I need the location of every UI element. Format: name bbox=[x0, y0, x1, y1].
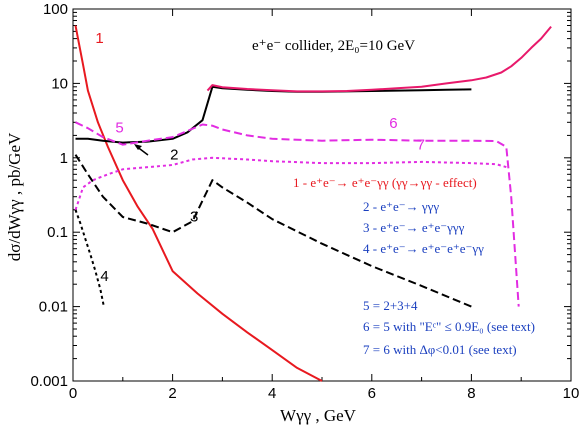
curve-label-7: 7 bbox=[417, 136, 425, 153]
y-tick-label: 10 bbox=[51, 75, 68, 92]
pointer-arrowhead bbox=[134, 144, 142, 150]
axis-ticks: 0 2 4 6 8 10 0.001 0.01 0.1 1 10 100 bbox=[30, 1, 579, 402]
series-5-line bbox=[206, 25, 552, 93]
chart-title: e⁺e⁻ collider, 2E₀=10 GeV bbox=[252, 38, 415, 54]
annotation-5: 5 = 2+3+4 bbox=[363, 298, 418, 313]
x-tick-label: 8 bbox=[467, 385, 475, 402]
x-tick-label: 2 bbox=[168, 385, 176, 402]
series-1-line bbox=[74, 25, 323, 382]
series-6-line bbox=[75, 121, 520, 307]
y-axis-label: dσ/dWγγ , pb/GeV bbox=[5, 132, 24, 261]
series-3-line bbox=[74, 154, 472, 308]
annotation-1: 1 - e⁺e⁻→ e⁺e⁻γγ (γγ→γγ - effect) bbox=[293, 175, 477, 190]
series-4-line bbox=[74, 209, 105, 307]
x-tick-label: 10 bbox=[563, 385, 580, 402]
annotation-3: 3 - e⁺e⁻→ e⁺e⁻γγγ bbox=[363, 220, 465, 235]
y-tick-label: 100 bbox=[43, 1, 68, 18]
curve-label-5: 5 bbox=[115, 119, 123, 136]
annotation-4: 4 - e⁺e⁻→ e⁺e⁻e⁺e⁻γγ bbox=[363, 241, 484, 256]
annotation-2: 2 - e⁺e⁻→ γγγ bbox=[363, 199, 439, 214]
x-tick-label: 0 bbox=[69, 385, 77, 402]
x-tick-label: 6 bbox=[368, 385, 376, 402]
curve-label-6: 6 bbox=[389, 115, 397, 132]
curve-label-1: 1 bbox=[95, 30, 103, 47]
curve-labels: 1 5 2 6 7 3 4 bbox=[95, 30, 425, 285]
annotation-6: 6 = 5 with "Eᶜ" ≤ 0.9E₀ (see text) bbox=[363, 319, 535, 334]
y-tick-label: 0.01 bbox=[39, 299, 68, 316]
annotation-7: 7 = 6 with Δφ<0.01 (see text) bbox=[363, 342, 517, 357]
series-2-line bbox=[75, 85, 472, 144]
x-axis-label: Wγγ , GeV bbox=[280, 406, 357, 425]
curve-label-3: 3 bbox=[190, 208, 198, 225]
series-group bbox=[74, 25, 552, 382]
y-tick-label: 0.001 bbox=[30, 373, 68, 390]
x-tick-label: 4 bbox=[268, 385, 276, 402]
y-tick-label: 1 bbox=[60, 150, 68, 167]
curve-label-2: 2 bbox=[170, 146, 178, 163]
y-tick-label: 0.1 bbox=[47, 224, 68, 241]
curve-label-4: 4 bbox=[100, 268, 108, 285]
